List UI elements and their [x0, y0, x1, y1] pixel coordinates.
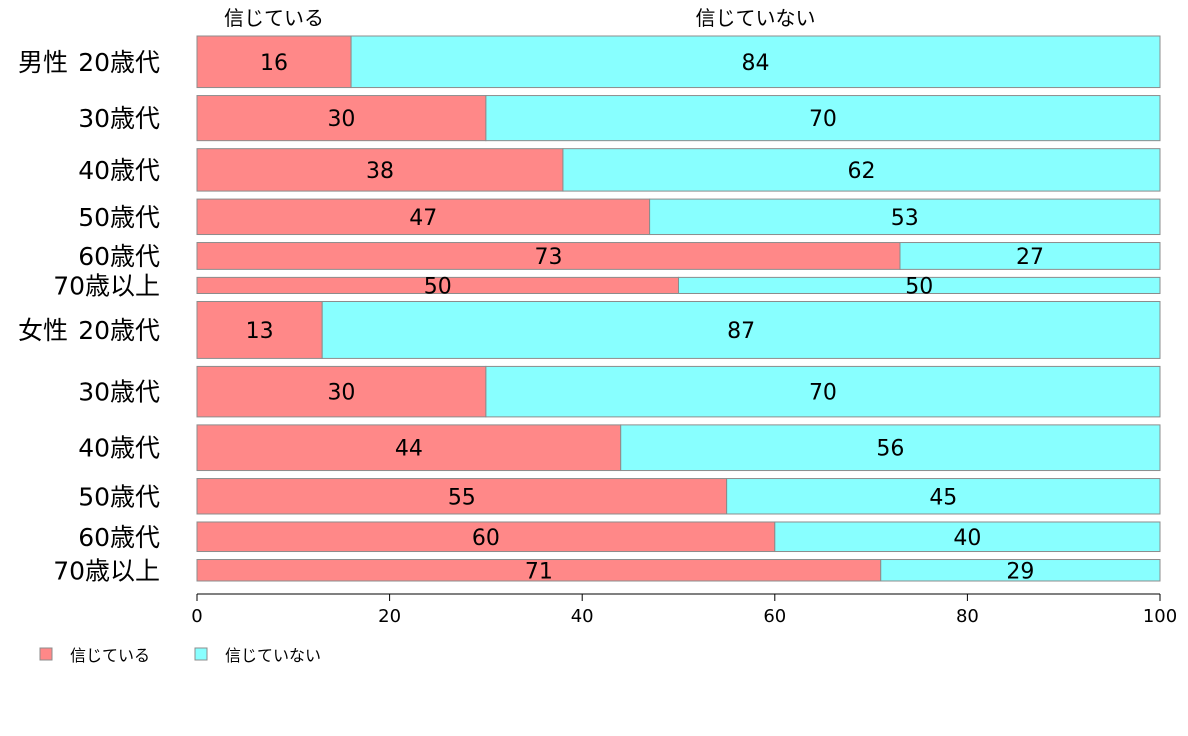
x-tick-label: 80	[956, 606, 979, 627]
segment-value-label: 50	[424, 274, 452, 299]
bar-row: 55 45 50歳代	[78, 478, 1161, 515]
x-tick-label: 0	[191, 606, 202, 627]
category-label: 30歳代	[78, 104, 160, 133]
category-label: 50歳代	[78, 482, 160, 511]
segment-value-label: 71	[525, 559, 553, 584]
legend: 信じている 信じていない	[39, 646, 321, 665]
segment-value-label: 60	[472, 526, 500, 551]
bar-row: 50 50 70歳以上	[53, 271, 1161, 300]
category-label: 50歳代	[78, 203, 160, 232]
segment-value-label: 44	[395, 437, 423, 462]
segment-value-label: 30	[327, 381, 355, 406]
segment-value-label: 47	[409, 206, 437, 231]
segment-value-label: 73	[534, 245, 562, 270]
bar-row: 71 29 70歳以上	[53, 556, 1161, 585]
group-label: 男性	[18, 48, 68, 77]
bar-segment	[562, 148, 1161, 192]
bar-segment	[196, 95, 487, 142]
category-label: 60歳代	[78, 242, 160, 271]
bar-segment	[196, 478, 728, 515]
x-tick-label: 60	[763, 606, 786, 627]
bar-row: 30 70 30歳代	[78, 95, 1161, 142]
segment-value-label: 87	[727, 319, 755, 344]
x-tick-label: 20	[378, 606, 401, 627]
segment-value-label: 55	[448, 485, 476, 510]
category-label: 40歳代	[78, 434, 160, 463]
x-tick-label: 100	[1143, 606, 1177, 627]
category-label: 20歳代	[78, 316, 160, 345]
segment-value-label: 53	[891, 206, 919, 231]
category-label: 70歳以上	[53, 271, 160, 300]
bar-segment	[196, 148, 564, 192]
category-label: 20歳代	[78, 48, 160, 77]
segment-value-label: 84	[742, 51, 770, 76]
bar-row: 30 70 30歳代	[78, 365, 1161, 418]
segment-value-label: 70	[809, 107, 837, 132]
bar-segment	[196, 300, 323, 359]
column-header: 信じていない	[696, 6, 816, 30]
bar-segment	[678, 276, 1161, 294]
bar-row: 38 62 40歳代	[78, 148, 1161, 192]
bar-segment	[485, 365, 1161, 418]
bar-row: 73 27 60歳代	[78, 242, 1161, 271]
bar-row: 60 40 60歳代	[78, 521, 1161, 553]
bar-segment	[196, 198, 651, 236]
bar-segment	[620, 424, 1161, 472]
segment-value-label: 62	[847, 159, 875, 184]
bar-segment	[321, 300, 1161, 359]
category-label: 70歳以上	[53, 556, 160, 585]
bar-segment	[196, 35, 352, 89]
x-axis: 0 20 40 60 80 100	[191, 593, 1177, 627]
legend-swatch	[194, 647, 208, 661]
legend-label: 信じていない	[225, 646, 321, 665]
bar-row: 47 53 50歳代	[78, 198, 1161, 236]
segment-value-label: 56	[876, 437, 904, 462]
bar-row: 44 56 40歳代	[78, 424, 1161, 472]
bar-segment	[649, 198, 1161, 236]
bar-segment	[726, 478, 1161, 515]
bar-segment	[350, 35, 1161, 89]
segment-value-label: 27	[1016, 245, 1044, 270]
segment-value-label: 16	[260, 51, 288, 76]
segment-value-label: 45	[929, 485, 957, 510]
bar-segment	[196, 242, 901, 270]
legend-label: 信じている	[70, 646, 150, 665]
column-headers: 信じている 信じていない	[224, 6, 816, 30]
group-label: 女性	[18, 316, 68, 345]
category-label: 60歳代	[78, 523, 160, 552]
bar-segment	[899, 242, 1161, 270]
segment-value-label: 50	[905, 274, 933, 299]
bar-segment	[196, 365, 487, 418]
x-tick-label: 40	[571, 606, 594, 627]
column-header: 信じている	[224, 6, 324, 30]
category-label: 30歳代	[78, 378, 160, 407]
segment-value-label: 38	[366, 159, 394, 184]
segment-value-label: 40	[953, 526, 981, 551]
segment-value-label: 29	[1006, 559, 1034, 584]
segment-value-label: 13	[246, 319, 274, 344]
category-label: 40歳代	[78, 156, 160, 185]
bar-segment	[485, 95, 1161, 142]
segment-value-label: 30	[327, 107, 355, 132]
segment-value-label: 70	[809, 381, 837, 406]
legend-swatch	[39, 647, 53, 661]
bar-segment	[774, 521, 1161, 553]
bar-segment	[880, 559, 1161, 582]
